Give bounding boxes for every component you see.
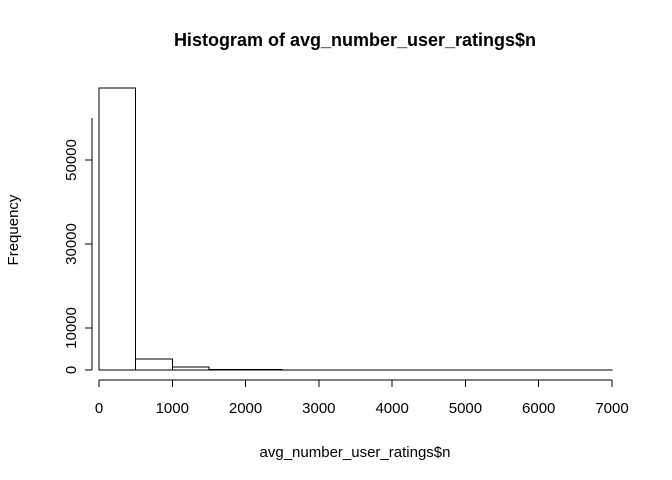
x-tick-label: 1000 bbox=[156, 400, 189, 417]
x-tick-label: 3000 bbox=[302, 400, 335, 417]
bar bbox=[98, 87, 137, 371]
x-tick-label: 5000 bbox=[449, 400, 482, 417]
x-tick-label: 4000 bbox=[375, 400, 408, 417]
x-tick-label: 0 bbox=[95, 400, 103, 417]
bar bbox=[208, 368, 247, 371]
x-axis-label: avg_number_user_ratings$n bbox=[260, 444, 451, 461]
x-tick-label: 6000 bbox=[522, 400, 555, 417]
y-tick-label: 50000 bbox=[63, 139, 80, 181]
chart-title: Histogram of avg_number_user_ratings$n bbox=[174, 30, 536, 50]
x-tick-label: 2000 bbox=[229, 400, 262, 417]
bar bbox=[171, 366, 210, 371]
y-tick-label: 0 bbox=[63, 366, 80, 374]
x-tick-label: 7000 bbox=[595, 400, 628, 417]
y-axis-label: Frequency bbox=[5, 194, 22, 265]
y-tick-label: 10000 bbox=[63, 307, 80, 349]
bar bbox=[135, 358, 173, 371]
y-tick-label: 30000 bbox=[63, 223, 80, 265]
